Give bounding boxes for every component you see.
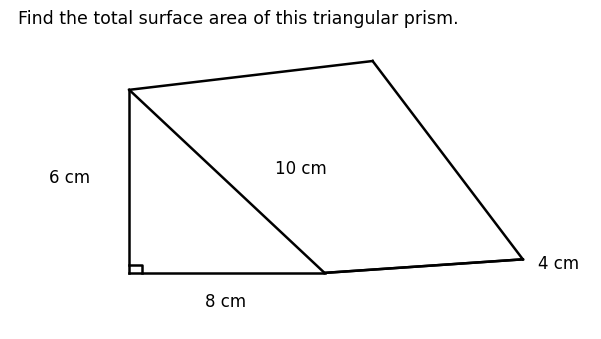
Text: 4 cm: 4 cm — [538, 255, 579, 274]
Text: 6 cm: 6 cm — [49, 169, 90, 187]
Text: 8 cm: 8 cm — [205, 293, 246, 311]
Text: Find the total surface area of this triangular prism.: Find the total surface area of this tria… — [18, 10, 459, 28]
Text: 10 cm: 10 cm — [275, 160, 326, 179]
